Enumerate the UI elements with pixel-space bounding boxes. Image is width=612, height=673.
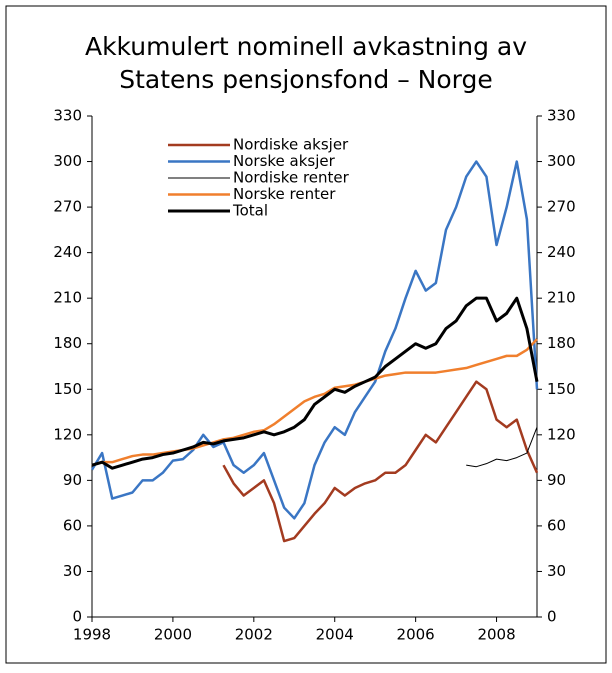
y-tick-label: 240 — [53, 243, 82, 261]
y-tick-label: 150 — [53, 380, 82, 398]
y2-tick-label: 180 — [547, 334, 576, 352]
y-tick-label: 300 — [53, 152, 82, 170]
x-tick-label: 2008 — [477, 626, 515, 644]
legend-label: Nordiske renter — [233, 169, 350, 187]
series-line — [222, 380, 539, 543]
chart-title: Statens pensjonsfond – Norge — [119, 65, 493, 94]
chart-title: Akkumulert nominell avkastning av — [85, 32, 527, 61]
x-tick-label: 2006 — [397, 626, 435, 644]
frame — [5, 5, 607, 664]
y2-tick-label: 240 — [547, 243, 576, 261]
y-tick-label: 210 — [53, 289, 82, 307]
y2-tick-label: 150 — [547, 380, 576, 398]
legend-label: Norske renter — [233, 185, 336, 203]
y2-tick-label: 270 — [547, 198, 576, 216]
y-tick-label: 180 — [53, 334, 82, 352]
y-tick-label: 0 — [72, 608, 82, 626]
y2-tick-label: 0 — [547, 608, 557, 626]
y2-tick-label: 330 — [547, 107, 576, 125]
y-tick-label: 120 — [53, 425, 82, 443]
series-line — [466, 427, 538, 468]
y2-tick-label: 90 — [547, 471, 566, 489]
x-tick-label: 2000 — [154, 626, 192, 644]
series-line — [91, 338, 538, 467]
y2-tick-label: 60 — [547, 516, 566, 534]
y2-tick-label: 300 — [547, 152, 576, 170]
y-tick-label: 330 — [53, 107, 82, 125]
y2-tick-label: 30 — [547, 562, 566, 580]
legend-label: Norske aksjer — [233, 152, 336, 170]
x-tick-label: 2002 — [235, 626, 273, 644]
x-tick-label: 1998 — [73, 626, 111, 644]
y-tick-label: 270 — [53, 198, 82, 216]
y-tick-label: 60 — [63, 516, 82, 534]
series-line — [91, 296, 539, 470]
y2-tick-label: 210 — [547, 289, 576, 307]
series-line — [90, 160, 539, 520]
y2-tick-label: 120 — [547, 425, 576, 443]
legend-label: Nordiske aksjer — [233, 136, 349, 154]
y-tick-label: 90 — [63, 471, 82, 489]
y-tick-label: 30 — [63, 562, 82, 580]
legend-label: Total — [232, 202, 268, 220]
x-tick-label: 2004 — [316, 626, 354, 644]
